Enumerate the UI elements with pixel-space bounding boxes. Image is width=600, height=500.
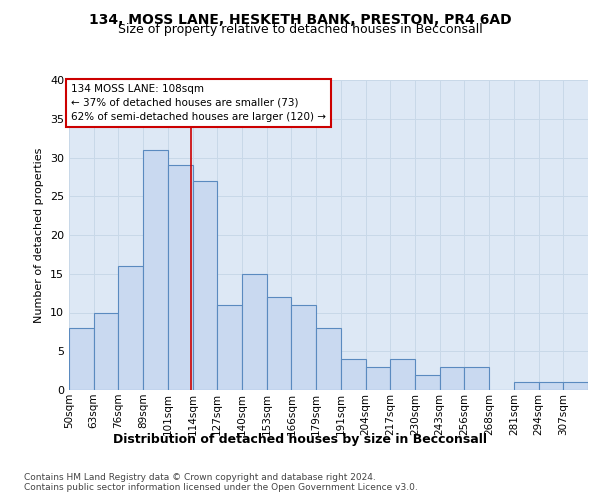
Bar	[563, 382, 588, 390]
Bar	[94, 312, 118, 390]
Text: Contains public sector information licensed under the Open Government Licence v3: Contains public sector information licen…	[24, 484, 418, 492]
Text: Contains HM Land Registry data © Crown copyright and database right 2024.: Contains HM Land Registry data © Crown c…	[24, 472, 376, 482]
Bar	[440, 367, 464, 390]
Bar	[193, 180, 217, 390]
Bar	[390, 359, 415, 390]
Bar	[365, 367, 390, 390]
Bar	[292, 304, 316, 390]
Bar	[168, 165, 193, 390]
Text: 134, MOSS LANE, HESKETH BANK, PRESTON, PR4 6AD: 134, MOSS LANE, HESKETH BANK, PRESTON, P…	[89, 12, 511, 26]
Y-axis label: Number of detached properties: Number of detached properties	[34, 148, 44, 322]
Bar	[341, 359, 365, 390]
Bar	[514, 382, 539, 390]
Bar	[217, 304, 242, 390]
Bar	[143, 150, 168, 390]
Bar	[415, 374, 440, 390]
Bar	[539, 382, 563, 390]
Text: 134 MOSS LANE: 108sqm
← 37% of detached houses are smaller (73)
62% of semi-deta: 134 MOSS LANE: 108sqm ← 37% of detached …	[71, 84, 326, 122]
Bar	[242, 274, 267, 390]
Bar	[267, 297, 292, 390]
Bar	[464, 367, 489, 390]
Bar	[118, 266, 143, 390]
Text: Distribution of detached houses by size in Becconsall: Distribution of detached houses by size …	[113, 432, 487, 446]
Text: Size of property relative to detached houses in Becconsall: Size of property relative to detached ho…	[118, 22, 482, 36]
Bar	[69, 328, 94, 390]
Bar	[316, 328, 341, 390]
